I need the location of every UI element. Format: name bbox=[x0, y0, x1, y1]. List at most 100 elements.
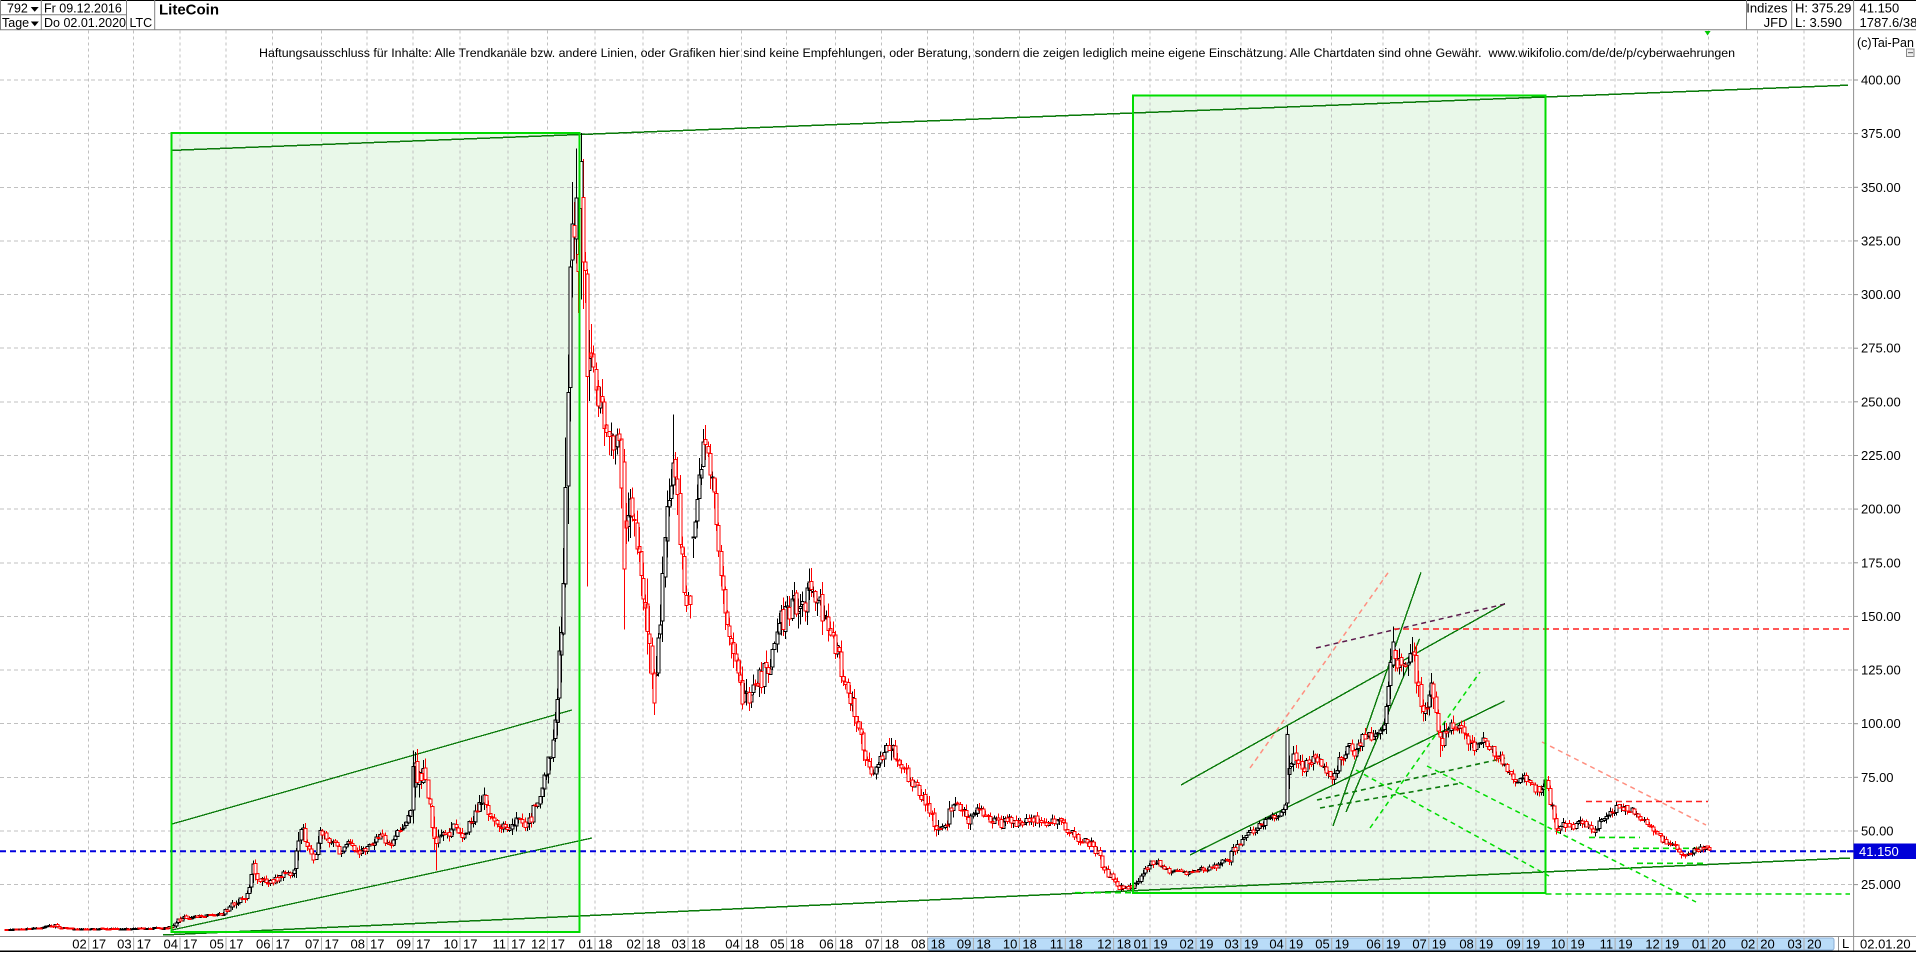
svg-text:03: 03 bbox=[1224, 937, 1238, 952]
svg-text:02: 02 bbox=[627, 937, 641, 952]
svg-text:08: 08 bbox=[1459, 937, 1473, 952]
svg-text:17: 17 bbox=[92, 937, 106, 952]
svg-text:41.150: 41.150 bbox=[1859, 844, 1899, 859]
svg-text:41.150: 41.150 bbox=[1860, 1, 1900, 16]
svg-text:11: 11 bbox=[493, 937, 507, 952]
svg-text:LTC: LTC bbox=[130, 16, 153, 30]
svg-text:01: 01 bbox=[1134, 937, 1148, 952]
svg-text:19: 19 bbox=[1432, 937, 1446, 952]
svg-text:375.00: 375.00 bbox=[1861, 126, 1901, 141]
svg-text:19: 19 bbox=[1153, 937, 1167, 952]
svg-text:17: 17 bbox=[276, 937, 290, 952]
svg-text:18: 18 bbox=[691, 937, 705, 952]
svg-text:17: 17 bbox=[551, 937, 565, 952]
svg-text:1787.6/389: 1787.6/389 bbox=[1860, 15, 1916, 30]
svg-text:18: 18 bbox=[646, 937, 660, 952]
svg-text:150.00: 150.00 bbox=[1861, 609, 1901, 624]
svg-text:10: 10 bbox=[1003, 937, 1017, 952]
svg-text:H: 375.29: H: 375.29 bbox=[1795, 1, 1851, 16]
svg-text:02: 02 bbox=[1180, 937, 1194, 952]
svg-text:275.00: 275.00 bbox=[1861, 341, 1901, 356]
svg-text:17: 17 bbox=[137, 937, 151, 952]
svg-text:18: 18 bbox=[839, 937, 853, 952]
svg-text:05: 05 bbox=[1315, 937, 1329, 952]
svg-text:18: 18 bbox=[1068, 937, 1082, 952]
svg-text:125.00: 125.00 bbox=[1861, 663, 1901, 678]
svg-text:04: 04 bbox=[725, 937, 739, 952]
svg-text:792: 792 bbox=[7, 2, 28, 16]
svg-text:09: 09 bbox=[1506, 937, 1520, 952]
svg-text:10: 10 bbox=[1551, 937, 1565, 952]
svg-text:17: 17 bbox=[370, 937, 384, 952]
svg-text:225.00: 225.00 bbox=[1861, 448, 1901, 463]
svg-text:L: L bbox=[1842, 936, 1849, 951]
svg-text:Haftungsausschluss für Inhalte: Haftungsausschluss für Inhalte: Alle Tre… bbox=[259, 46, 1735, 60]
svg-text:10: 10 bbox=[444, 937, 458, 952]
svg-text:09: 09 bbox=[957, 937, 971, 952]
svg-text:17: 17 bbox=[416, 937, 430, 952]
svg-text:03: 03 bbox=[117, 937, 131, 952]
svg-text:18: 18 bbox=[976, 937, 990, 952]
svg-text:300.00: 300.00 bbox=[1861, 287, 1901, 302]
svg-text:06: 06 bbox=[819, 937, 833, 952]
svg-text:18: 18 bbox=[790, 937, 804, 952]
svg-text:09: 09 bbox=[397, 937, 411, 952]
svg-text:07: 07 bbox=[1412, 937, 1426, 952]
svg-text:25.000: 25.000 bbox=[1861, 877, 1901, 892]
svg-text:Indizes: Indizes bbox=[1746, 1, 1788, 16]
svg-text:01: 01 bbox=[1692, 937, 1706, 952]
svg-text:02: 02 bbox=[72, 937, 86, 952]
svg-text:175.00: 175.00 bbox=[1861, 555, 1901, 570]
svg-text:75.00: 75.00 bbox=[1861, 770, 1894, 785]
svg-text:20: 20 bbox=[1711, 937, 1725, 952]
svg-text:19: 19 bbox=[1618, 937, 1632, 952]
svg-text:250.00: 250.00 bbox=[1861, 394, 1901, 409]
svg-text:11: 11 bbox=[1600, 937, 1614, 952]
svg-text:18: 18 bbox=[931, 937, 945, 952]
svg-text:17: 17 bbox=[463, 937, 477, 952]
svg-text:19: 19 bbox=[1526, 937, 1540, 952]
svg-text:02: 02 bbox=[1741, 937, 1755, 952]
svg-text:19: 19 bbox=[1386, 937, 1400, 952]
svg-text:100.00: 100.00 bbox=[1861, 716, 1901, 731]
svg-text:03: 03 bbox=[672, 937, 686, 952]
svg-text:17: 17 bbox=[229, 937, 243, 952]
svg-text:20: 20 bbox=[1760, 937, 1774, 952]
svg-text:03: 03 bbox=[1788, 937, 1802, 952]
svg-text:50.00: 50.00 bbox=[1861, 824, 1894, 839]
svg-text:200.00: 200.00 bbox=[1861, 502, 1901, 517]
svg-text:19: 19 bbox=[1570, 937, 1584, 952]
svg-text:20: 20 bbox=[1807, 937, 1821, 952]
svg-text:L: 3.590: L: 3.590 bbox=[1795, 15, 1842, 30]
svg-text:18: 18 bbox=[1117, 937, 1131, 952]
svg-text:12: 12 bbox=[1645, 937, 1659, 952]
svg-text:19: 19 bbox=[1244, 937, 1258, 952]
svg-text:350.00: 350.00 bbox=[1861, 180, 1901, 195]
svg-text:400.00: 400.00 bbox=[1861, 73, 1901, 88]
svg-text:04: 04 bbox=[1269, 937, 1283, 952]
svg-text:19: 19 bbox=[1199, 937, 1213, 952]
svg-text:11: 11 bbox=[1050, 937, 1064, 952]
svg-text:06: 06 bbox=[256, 937, 270, 952]
svg-text:17: 17 bbox=[325, 937, 339, 952]
svg-text:17: 17 bbox=[183, 937, 197, 952]
svg-text:(c)Tai-Pan: (c)Tai-Pan bbox=[1857, 36, 1914, 50]
svg-text:05: 05 bbox=[210, 937, 224, 952]
svg-text:07: 07 bbox=[865, 937, 879, 952]
svg-text:01: 01 bbox=[579, 937, 593, 952]
svg-text:05: 05 bbox=[770, 937, 784, 952]
svg-text:07: 07 bbox=[305, 937, 319, 952]
svg-text:325.00: 325.00 bbox=[1861, 233, 1901, 248]
svg-text:17: 17 bbox=[511, 937, 525, 952]
svg-text:08: 08 bbox=[911, 937, 925, 952]
svg-text:Do 02.01.2020: Do 02.01.2020 bbox=[44, 16, 126, 30]
svg-text:19: 19 bbox=[1335, 937, 1349, 952]
svg-text:19: 19 bbox=[1665, 937, 1679, 952]
svg-text:04: 04 bbox=[164, 937, 178, 952]
svg-text:18: 18 bbox=[745, 937, 759, 952]
svg-text:18: 18 bbox=[1022, 937, 1036, 952]
svg-text:08: 08 bbox=[351, 937, 365, 952]
svg-text:19: 19 bbox=[1479, 937, 1493, 952]
svg-text:18: 18 bbox=[598, 937, 612, 952]
svg-text:06: 06 bbox=[1366, 937, 1380, 952]
